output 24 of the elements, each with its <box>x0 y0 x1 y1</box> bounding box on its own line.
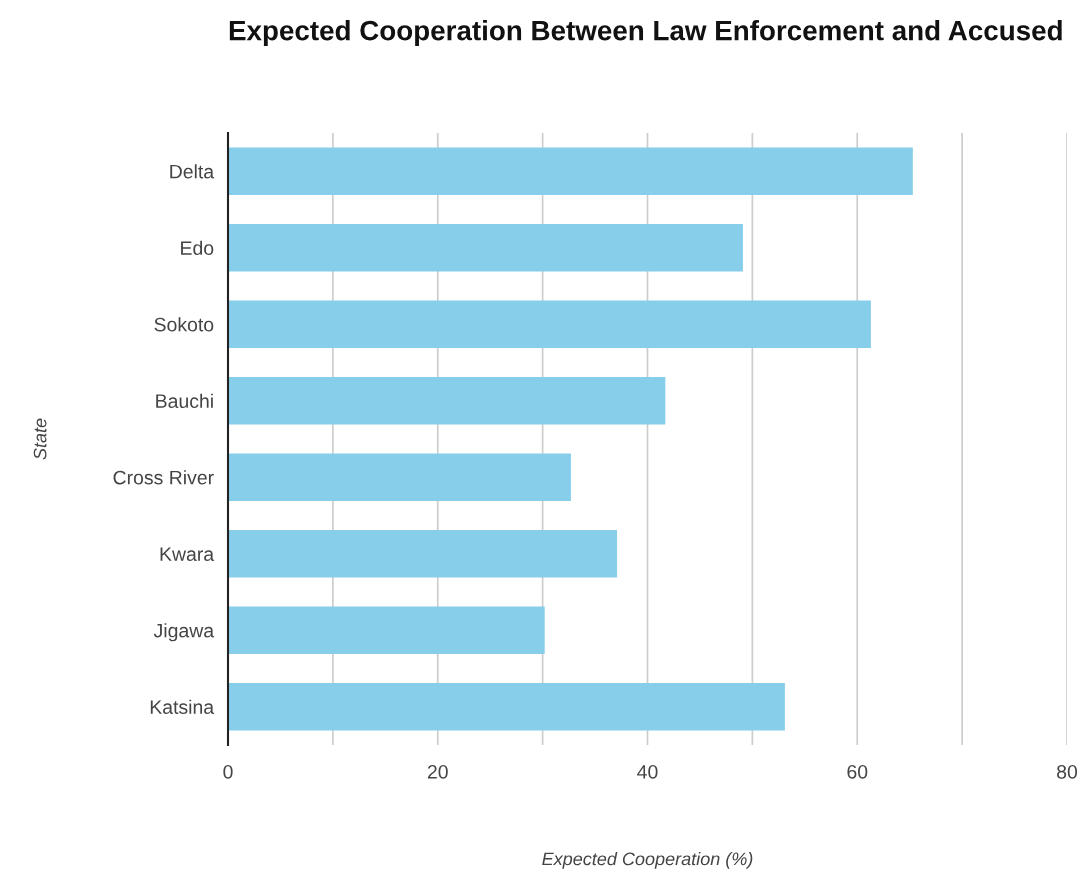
bar <box>228 224 743 272</box>
bar <box>228 530 618 578</box>
y-tick-label: Cross River <box>113 470 214 485</box>
x-tick-label: 20 <box>427 764 448 779</box>
bar <box>228 147 913 195</box>
bar <box>228 606 545 654</box>
x-axis-title: Expected Cooperation (%) <box>542 852 753 869</box>
y-tick-label: Edo <box>181 240 214 255</box>
x-tick-label: 40 <box>637 764 658 779</box>
bar <box>228 377 666 425</box>
y-axis-title: State <box>33 418 47 460</box>
chart-title: Expected Cooperation Between Law Enforcement and Accused <box>229 20 1062 46</box>
y-tick-label: Bauchi <box>156 393 213 408</box>
x-tick-label: 60 <box>847 764 868 779</box>
y-tick-label: Jigawa <box>153 623 215 642</box>
y-tick-label: Katsina <box>150 699 215 714</box>
y-tick-label: Sokoto <box>154 317 214 332</box>
x-tick-label: 80 <box>1057 764 1078 779</box>
y-tick-label: Kwara <box>160 547 215 561</box>
bar <box>228 300 871 348</box>
x-tick-label: 0 <box>223 764 233 779</box>
y-tick-label: Delta <box>170 164 215 179</box>
bar <box>228 683 785 731</box>
bar <box>228 453 571 501</box>
